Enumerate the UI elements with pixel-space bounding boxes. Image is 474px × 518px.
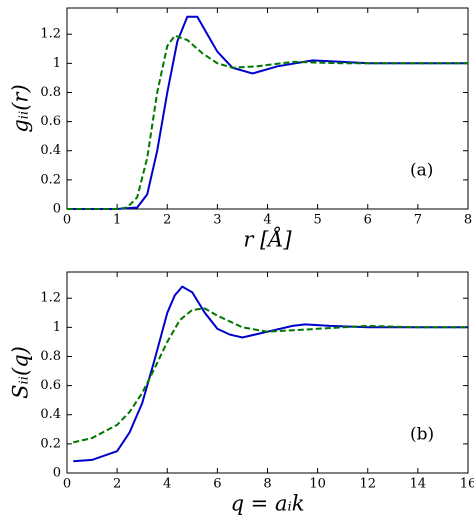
y-tick-label: 0.6: [40, 114, 61, 129]
x-tick-label: 16: [460, 477, 474, 492]
x-tick-label: 1: [113, 213, 121, 228]
series-line: [73, 307, 468, 444]
y-tick-label: 0.2: [40, 436, 61, 451]
y-tick-label: 0: [53, 202, 61, 217]
y-tick-label: 0.8: [40, 85, 61, 100]
x-tick-label: 8: [263, 477, 271, 492]
panel-annotation: (b): [410, 425, 434, 445]
series-line: [67, 15, 468, 210]
y-tick-label: 0.4: [40, 143, 61, 158]
x-tick-label: 5: [313, 213, 321, 228]
x-tick-label: 7: [414, 213, 422, 228]
x-axis-label: r [Å]: [243, 227, 292, 252]
x-tick-label: 10: [309, 477, 326, 492]
x-tick-label: 4: [163, 477, 171, 492]
y-tick-label: 0.6: [40, 378, 61, 393]
y-axis-label: gᵢᵢ(r): [9, 84, 33, 132]
series-line: [67, 34, 468, 210]
x-tick-label: 3: [213, 213, 221, 228]
x-tick-label: 4: [263, 213, 271, 228]
y-tick-label: 1: [53, 320, 61, 335]
plot-frame: [66, 271, 469, 474]
x-tick-label: 0: [63, 213, 71, 228]
y-tick-label: 0: [53, 466, 61, 481]
series-line: [73, 285, 468, 463]
y-axis-label: Sᵢᵢ(q): [9, 346, 33, 399]
y-tick-label: 1.2: [40, 291, 61, 306]
plot-frame: [66, 7, 469, 210]
y-tick-label: 0.4: [40, 407, 61, 422]
x-tick-label: 0: [63, 477, 71, 492]
x-tick-label: 14: [410, 477, 427, 492]
y-tick-label: 1: [53, 56, 61, 71]
panel-annotation: (a): [410, 161, 433, 181]
x-tick-label: 8: [464, 213, 472, 228]
x-tick-label: 6: [213, 477, 221, 492]
x-axis-label: q = aᵢk: [231, 492, 305, 516]
y-tick-label: 0.2: [40, 172, 61, 187]
x-tick-label: 6: [364, 213, 372, 228]
x-tick-label: 2: [113, 477, 121, 492]
y-tick-label: 1.2: [40, 27, 61, 42]
x-tick-label: 12: [359, 477, 376, 492]
y-tick-label: 0.8: [40, 349, 61, 364]
x-tick-label: 2: [163, 213, 171, 228]
